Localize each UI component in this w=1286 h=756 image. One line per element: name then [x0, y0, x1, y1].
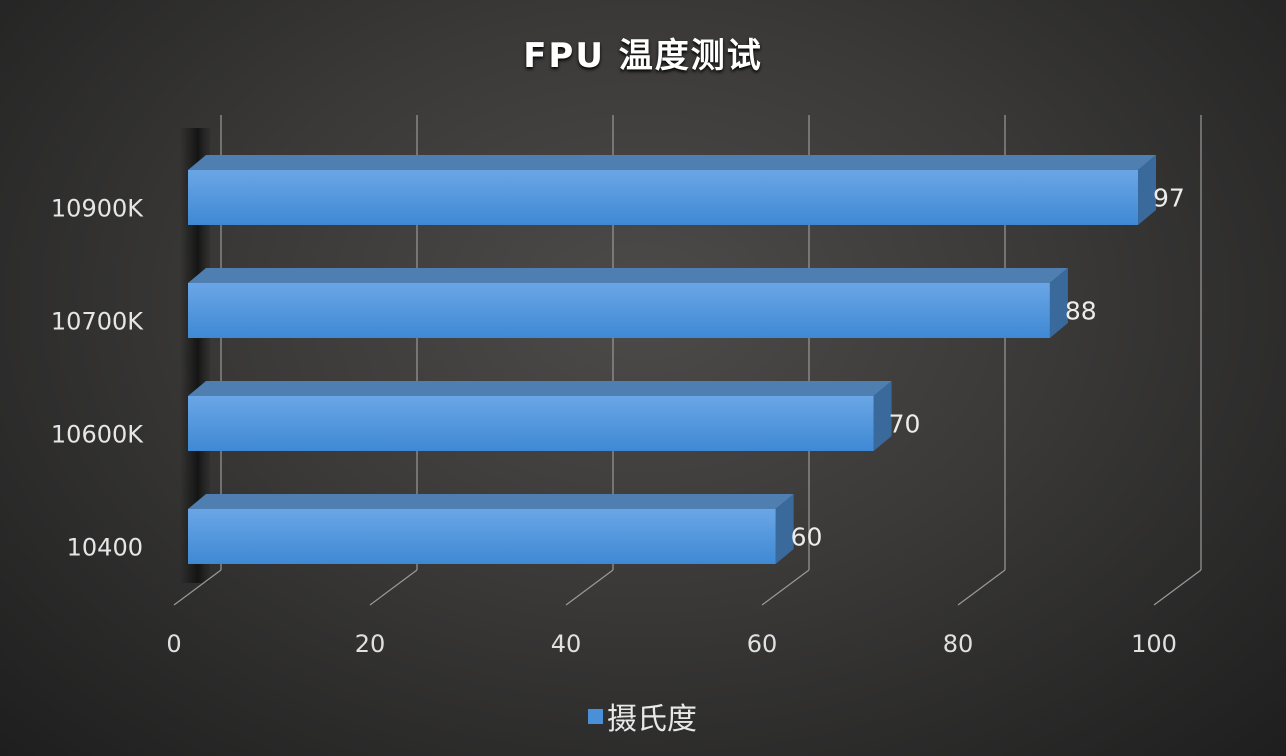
bar-top: [188, 268, 1068, 283]
y-category-label: 10700K: [51, 308, 144, 336]
y-category-label: 10900K: [51, 195, 144, 223]
x-tick-label: 0: [166, 630, 181, 658]
gridline-floor: [173, 569, 222, 606]
x-tick-label: 100: [1131, 630, 1177, 658]
gridline-floor: [369, 569, 418, 606]
x-tick-label: 20: [355, 630, 386, 658]
data-label: 97: [1153, 184, 1185, 213]
bar-side: [873, 381, 892, 451]
data-label: 60: [791, 523, 823, 552]
gridline-floor: [565, 569, 614, 606]
bar: [188, 283, 1050, 338]
x-tick-label: 80: [943, 630, 974, 658]
chart-title: FPU 温度测试: [523, 36, 763, 76]
x-tick-label: 40: [551, 630, 582, 658]
bar-top: [188, 494, 794, 509]
bar-side: [1049, 268, 1068, 338]
data-label: 88: [1065, 297, 1097, 326]
y-category-label: 10600K: [51, 421, 144, 449]
data-label: 70: [889, 410, 921, 439]
bar: [188, 396, 874, 451]
gridline-floor: [761, 569, 810, 606]
gridline-floor: [957, 569, 1006, 606]
bar-side: [775, 494, 794, 564]
bar-top: [188, 381, 892, 396]
gridline-floor: [1153, 569, 1202, 606]
y-category-label: 10400: [67, 534, 143, 562]
legend: 摄氏度: [588, 694, 697, 738]
bar-side: [1138, 155, 1157, 225]
legend-label: 摄氏度: [607, 702, 697, 737]
bar: [188, 509, 776, 564]
x-tick-label: 60: [747, 630, 778, 658]
legend-swatch: [588, 708, 603, 724]
bar-top: [188, 155, 1157, 170]
bar: [188, 170, 1139, 225]
